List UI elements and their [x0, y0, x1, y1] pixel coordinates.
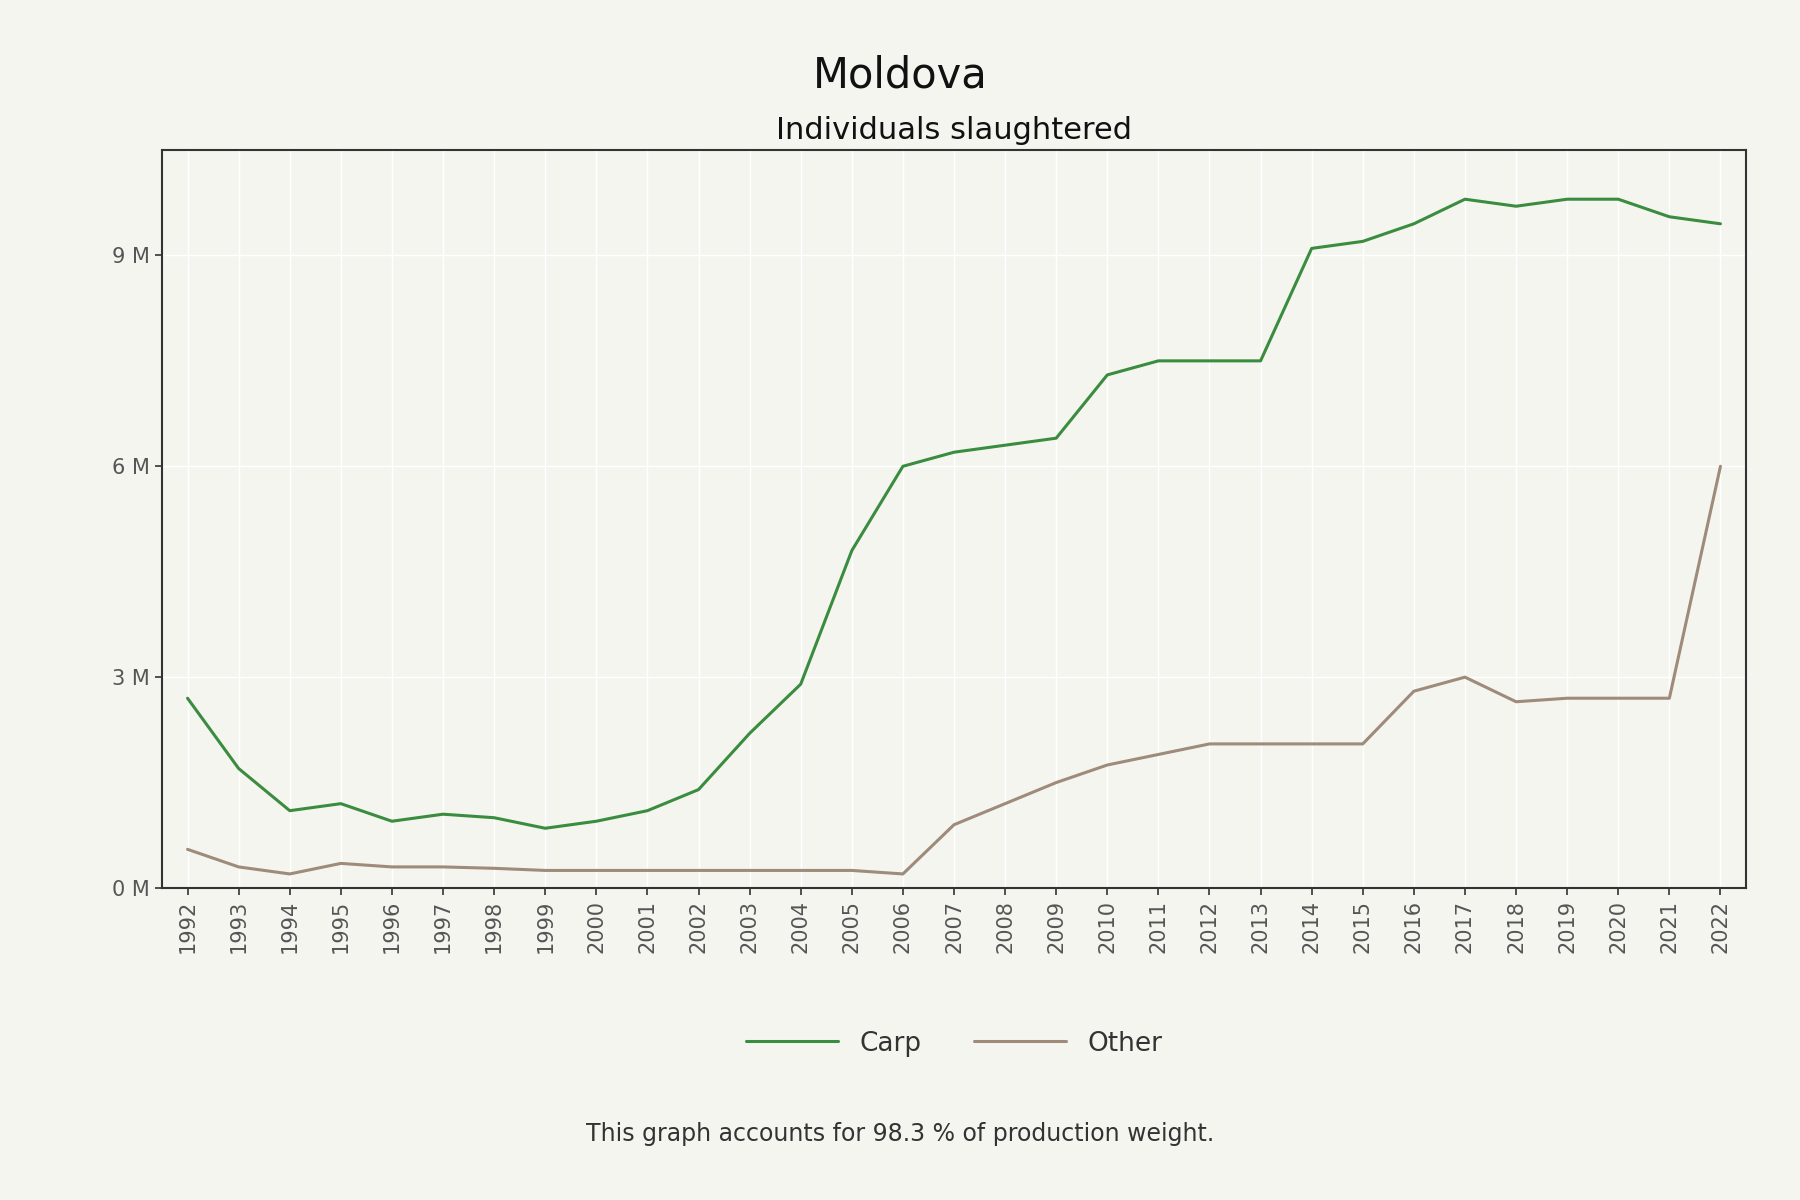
Other [943, 817, 965, 832]
Other [1557, 691, 1579, 706]
Other [1352, 737, 1373, 751]
Other [1658, 691, 1679, 706]
Other [1710, 460, 1732, 474]
Other [484, 862, 506, 876]
Other [229, 859, 250, 874]
Carp [790, 677, 812, 691]
Other [432, 859, 454, 874]
Other [738, 863, 760, 877]
Carp [1607, 192, 1629, 206]
Other [535, 863, 556, 877]
Carp [1148, 354, 1170, 368]
Carp [1710, 216, 1732, 230]
Carp [229, 761, 250, 775]
Other [688, 863, 709, 877]
Other [279, 866, 301, 881]
Carp [893, 460, 914, 474]
Carp [994, 438, 1015, 452]
Carp [535, 821, 556, 835]
Other [1249, 737, 1271, 751]
Carp [1505, 199, 1526, 214]
Other [1096, 758, 1118, 773]
Other [585, 863, 607, 877]
Carp [1199, 354, 1220, 368]
Other [1607, 691, 1629, 706]
Line: Carp: Carp [187, 199, 1721, 828]
Carp [1557, 192, 1579, 206]
Other [1148, 748, 1170, 762]
Carp [1096, 367, 1118, 382]
Other [1505, 695, 1526, 709]
Carp [1301, 241, 1323, 256]
Other [1199, 737, 1220, 751]
Carp [279, 804, 301, 818]
Carp [637, 804, 659, 818]
Carp [688, 782, 709, 797]
Carp [484, 810, 506, 824]
Other [1402, 684, 1424, 698]
Carp [1046, 431, 1067, 445]
Other [329, 857, 351, 871]
Other [893, 866, 914, 881]
Other [994, 797, 1015, 811]
Other [841, 863, 862, 877]
Other [1046, 775, 1067, 790]
Carp [329, 797, 351, 811]
Other [1454, 670, 1476, 684]
Line: Other: Other [187, 467, 1721, 874]
Carp [1658, 210, 1679, 224]
Other [176, 842, 198, 857]
Carp [432, 806, 454, 821]
Carp [1352, 234, 1373, 248]
Title: Individuals slaughtered: Individuals slaughtered [776, 116, 1132, 145]
Text: Moldova: Moldova [812, 54, 988, 96]
Carp [176, 691, 198, 706]
Carp [1249, 354, 1271, 368]
Carp [943, 445, 965, 460]
Carp [738, 726, 760, 740]
Text: This graph accounts for 98.3 % of production weight.: This graph accounts for 98.3 % of produc… [585, 1122, 1215, 1146]
Carp [841, 544, 862, 558]
Carp [382, 814, 403, 828]
Carp [585, 814, 607, 828]
Other [382, 859, 403, 874]
Legend: Carp, Other: Carp, Other [745, 1031, 1163, 1057]
Carp [1402, 216, 1424, 230]
Other [790, 863, 812, 877]
Other [1301, 737, 1323, 751]
Carp [1454, 192, 1476, 206]
Other [637, 863, 659, 877]
